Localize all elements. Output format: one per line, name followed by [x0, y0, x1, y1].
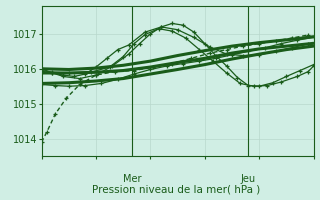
Text: Pression niveau de la mer( hPa ): Pression niveau de la mer( hPa ) — [92, 184, 260, 194]
Text: Jeu: Jeu — [241, 174, 256, 184]
Text: Mer: Mer — [123, 174, 142, 184]
